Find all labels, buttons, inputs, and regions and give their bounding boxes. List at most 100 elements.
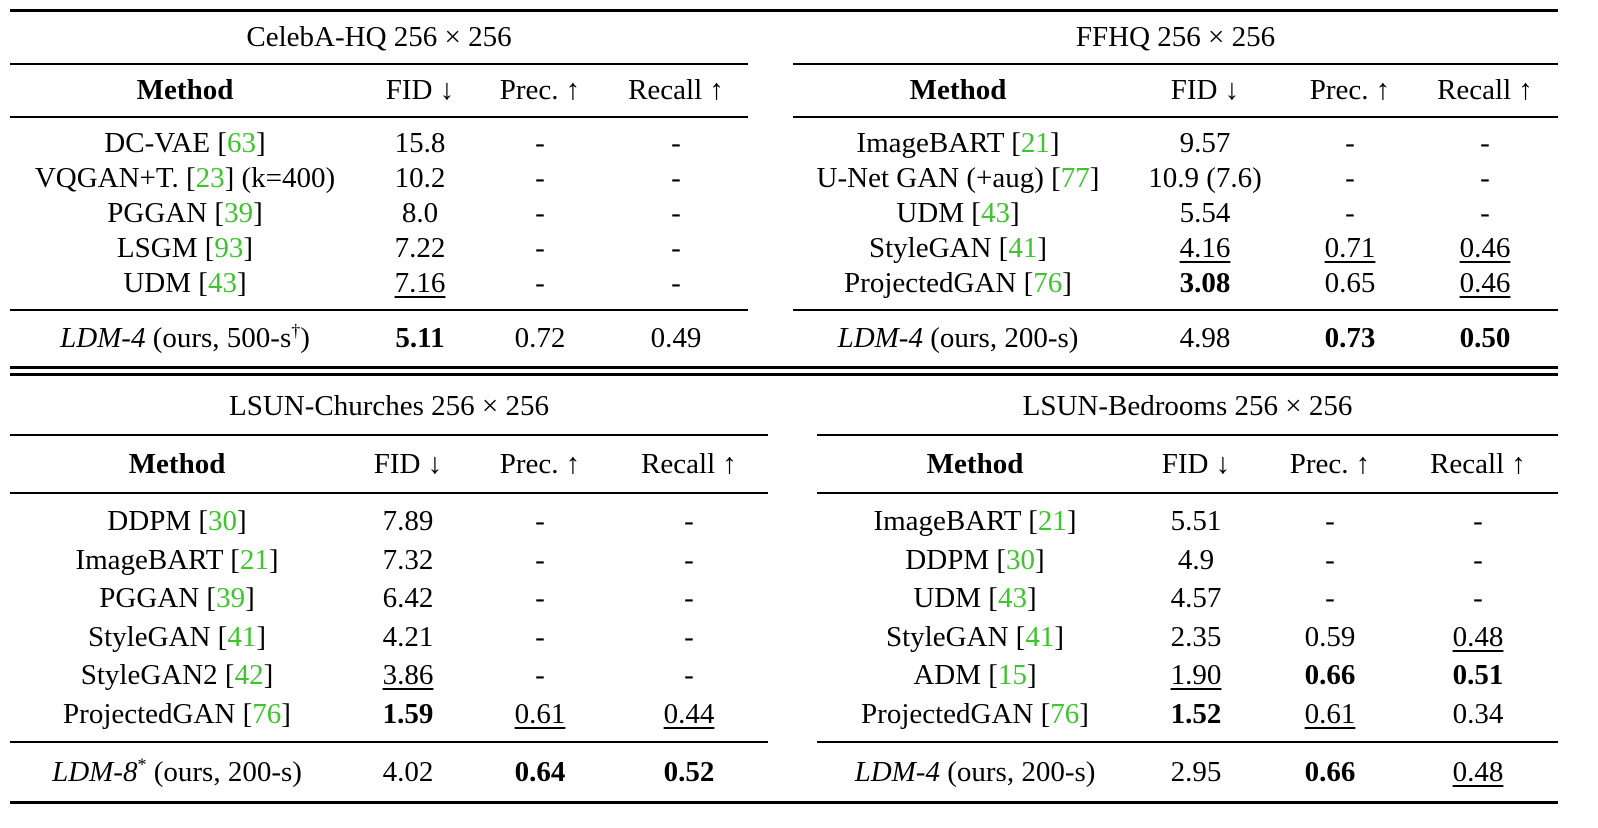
recall-cell: - [671,267,681,299]
fid-cell: 1.59 [382,697,434,730]
prec-cell: - [535,620,545,653]
fid-cell: 7.32 [382,543,434,576]
top-rule [10,9,1558,12]
fid-cell: 5.54 [1179,197,1231,229]
fid-cell: 1.52 [1170,697,1222,730]
prec-cell: - [535,543,545,576]
ours-separator-rule [817,741,1558,743]
ours-recall-cell: 0.48 [1452,756,1504,788]
header-bottom-rule [793,116,1558,118]
mid-double-rule-bottom [10,373,1558,376]
prec-cell: 0.66 [1304,659,1356,691]
ours-fid-cell: 5.11 [395,322,445,354]
footnote-mark: * [137,754,147,775]
ours-method-cell: LDM-4 (ours, 200-s) [837,322,1079,354]
ours-fid-cell: 4.02 [382,756,434,788]
recall-cell: - [684,505,694,537]
ours-method-cell: LDM-4 (ours, 200-s) [854,756,1096,788]
header-bottom-rule [10,492,768,494]
prec-cell: - [535,127,545,159]
fid-cell: 3.86 [382,659,434,691]
recall-cell: - [1473,582,1483,614]
prec-cell: 0.61 [514,697,566,730]
column-header: Method [128,448,226,480]
recall-cell: - [684,543,694,576]
method-cell: ProjectedGAN [76] [63,697,291,730]
fid-cell: 4.57 [1170,582,1222,614]
ours-prec-cell: 0.72 [514,322,566,354]
recall-cell: - [671,162,681,194]
ours-recall-cell: 0.52 [663,756,715,788]
method-cell: PGGAN [39] [99,582,255,614]
fid-cell: 3.08 [1179,267,1231,299]
ours-prec-cell: 0.73 [1324,322,1376,354]
fid-cell: 7.89 [382,505,434,537]
citation-link: 43 [980,197,1010,229]
panel-title: LSUN-Churches 256 × 256 [228,390,550,422]
recall-cell: - [1480,127,1490,159]
panel-title: LSUN-Bedrooms 256 × 256 [1022,390,1353,422]
fid-cell: 15.8 [394,127,446,159]
citation-link: 39 [216,582,246,614]
method-cell: UDM [43] [896,197,1020,229]
fid-cell: 5.51 [1170,505,1222,537]
column-header: Prec. ↑ [1289,448,1371,480]
method-cell: LSGM [93] [116,232,254,264]
ours-prec-cell: 0.64 [514,756,566,788]
citation-link: 41 [1008,232,1038,264]
prec-cell: - [1325,505,1335,537]
citation-link: 76 [252,697,282,730]
citation-link: 15 [997,659,1027,691]
method-cell: ADM [15] [913,659,1037,691]
header-bottom-rule [817,492,1558,494]
citation-link: 21 [239,543,269,576]
recall-cell: - [684,620,694,653]
recall-cell: 0.46 [1459,267,1511,299]
method-cell: StyleGAN [41] [868,232,1048,264]
recall-cell: - [684,659,694,691]
ours-method-cell: LDM-8* (ours, 200-s) [52,754,302,788]
ours-separator-rule [793,309,1558,311]
ours-fid-cell: 4.98 [1179,322,1231,354]
recall-cell: - [1473,505,1483,537]
citation-link: 21 [1020,127,1050,159]
prec-cell: - [535,505,545,537]
ours-model-name: LDM-4 [60,322,146,354]
column-header: Prec. ↑ [1309,74,1391,106]
ours-model-name: LDM-4 [837,322,923,354]
recall-cell: 0.51 [1452,659,1504,691]
column-header: Method [136,74,234,106]
citation-link: 43 [997,582,1027,614]
panel-title: CelebA-HQ 256 × 256 [246,21,512,53]
method-cell: UDM [43] [913,582,1037,614]
column-header: Method [926,448,1024,480]
fid-cell: 4.21 [382,620,434,653]
citation-link: 23 [195,162,225,194]
header-bottom-rule [10,116,748,118]
fid-cell: 9.57 [1179,127,1231,159]
column-header: Prec. ↑ [499,448,581,480]
fid-cell: 8.0 [401,197,439,229]
column-header: FID ↓ [373,448,443,480]
citation-link: 76 [1050,697,1080,730]
column-header: FID ↓ [385,74,455,106]
fid-cell: 4.16 [1179,232,1231,264]
citation-link: 30 [1006,543,1036,576]
method-cell: StyleGAN [41] [87,620,267,653]
ours-recall-cell: 0.49 [650,322,702,354]
method-cell: ImageBART [21] [856,127,1060,159]
prec-cell: 0.71 [1324,232,1376,264]
column-header: Prec. ↑ [499,74,581,106]
method-cell: PGGAN [39] [107,197,263,229]
ours-model-name: LDM-4 [854,756,940,788]
prec-cell: - [535,582,545,614]
citation-link: 39 [224,197,254,229]
prec-cell: - [535,197,545,229]
ours-fid-cell: 2.95 [1170,756,1222,788]
recall-cell: - [671,127,681,159]
method-cell: ImageBART [21] [75,543,279,576]
recall-cell: 0.48 [1452,620,1504,653]
header-top-rule [10,63,748,65]
column-header: Method [909,74,1007,106]
method-cell: UDM [43] [123,267,247,299]
